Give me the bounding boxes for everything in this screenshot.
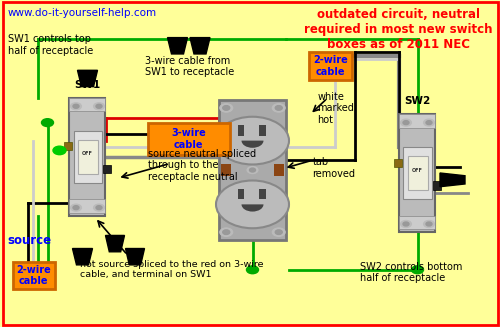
Text: www.do-it-yourself-help.com: www.do-it-yourself-help.com — [8, 8, 156, 18]
Circle shape — [70, 204, 82, 211]
Text: 3-wire cable from
SW1 to receptacle: 3-wire cable from SW1 to receptacle — [145, 56, 234, 77]
Wedge shape — [242, 141, 264, 148]
Text: tab
removed: tab removed — [312, 157, 356, 179]
Bar — [238, 125, 244, 136]
FancyBboxPatch shape — [400, 114, 436, 232]
Bar — [221, 164, 231, 176]
Text: source: source — [8, 234, 52, 247]
Bar — [394, 159, 402, 167]
Circle shape — [400, 220, 411, 228]
Circle shape — [223, 230, 230, 234]
Circle shape — [426, 222, 432, 226]
Circle shape — [216, 181, 289, 228]
FancyBboxPatch shape — [78, 140, 98, 174]
Circle shape — [73, 104, 79, 108]
FancyBboxPatch shape — [70, 98, 106, 216]
Circle shape — [94, 103, 104, 110]
Circle shape — [403, 222, 409, 226]
Circle shape — [73, 206, 79, 210]
Circle shape — [216, 117, 289, 164]
Circle shape — [223, 106, 230, 110]
Text: SW2 controls bottom
half of receptacle: SW2 controls bottom half of receptacle — [360, 262, 462, 283]
FancyBboxPatch shape — [219, 100, 286, 240]
Circle shape — [247, 166, 258, 174]
Text: OFF: OFF — [412, 167, 423, 173]
FancyBboxPatch shape — [408, 156, 428, 190]
Bar — [103, 165, 110, 173]
Circle shape — [272, 104, 285, 112]
Circle shape — [220, 228, 233, 236]
Text: OFF: OFF — [82, 151, 93, 156]
Circle shape — [403, 121, 409, 125]
Circle shape — [96, 206, 102, 210]
Text: outdated circuit, neutral
required in most new switch
boxes as of 2011 NEC: outdated circuit, neutral required in mo… — [304, 8, 492, 51]
Circle shape — [42, 119, 54, 127]
Text: SW1: SW1 — [74, 80, 101, 90]
Circle shape — [424, 119, 434, 126]
Circle shape — [250, 168, 256, 172]
Polygon shape — [168, 38, 188, 54]
Circle shape — [275, 230, 282, 234]
Polygon shape — [106, 235, 124, 252]
Polygon shape — [440, 173, 465, 187]
Wedge shape — [242, 204, 264, 212]
Circle shape — [400, 119, 411, 126]
Text: source neutral spliced
through to the
receptacle neutral: source neutral spliced through to the re… — [148, 149, 256, 182]
Circle shape — [272, 228, 285, 236]
Bar — [258, 189, 266, 199]
FancyBboxPatch shape — [404, 147, 431, 199]
Text: 2-wire
cable: 2-wire cable — [16, 265, 51, 286]
Text: SW2: SW2 — [404, 96, 430, 106]
Text: SW1 controls top
half of receptacle: SW1 controls top half of receptacle — [8, 34, 93, 56]
Circle shape — [220, 104, 233, 112]
Circle shape — [412, 266, 424, 274]
FancyBboxPatch shape — [148, 123, 230, 155]
Circle shape — [424, 220, 434, 228]
Text: 3-wire
cable: 3-wire cable — [172, 128, 206, 150]
Circle shape — [53, 146, 66, 155]
Polygon shape — [72, 249, 92, 265]
Bar — [238, 189, 244, 199]
Bar — [258, 125, 266, 136]
Circle shape — [426, 121, 432, 125]
Text: 2-wire
cable: 2-wire cable — [313, 55, 348, 77]
FancyBboxPatch shape — [400, 216, 436, 229]
Text: hot source spliced to the red on 3-wire
cable, and terminal on SW1: hot source spliced to the red on 3-wire … — [80, 260, 264, 279]
Polygon shape — [78, 70, 98, 87]
Circle shape — [96, 104, 102, 108]
Text: white
marked
hot: white marked hot — [318, 92, 354, 125]
Bar — [64, 142, 72, 150]
Circle shape — [246, 266, 258, 274]
FancyBboxPatch shape — [74, 131, 102, 183]
Polygon shape — [126, 249, 144, 265]
Circle shape — [70, 103, 82, 110]
Polygon shape — [190, 38, 210, 54]
FancyBboxPatch shape — [12, 262, 55, 289]
FancyBboxPatch shape — [70, 199, 106, 213]
FancyBboxPatch shape — [400, 114, 436, 128]
Bar — [274, 164, 284, 176]
FancyBboxPatch shape — [309, 52, 352, 80]
Circle shape — [94, 204, 104, 211]
FancyBboxPatch shape — [70, 98, 106, 111]
Bar — [433, 181, 440, 190]
Circle shape — [275, 106, 282, 110]
